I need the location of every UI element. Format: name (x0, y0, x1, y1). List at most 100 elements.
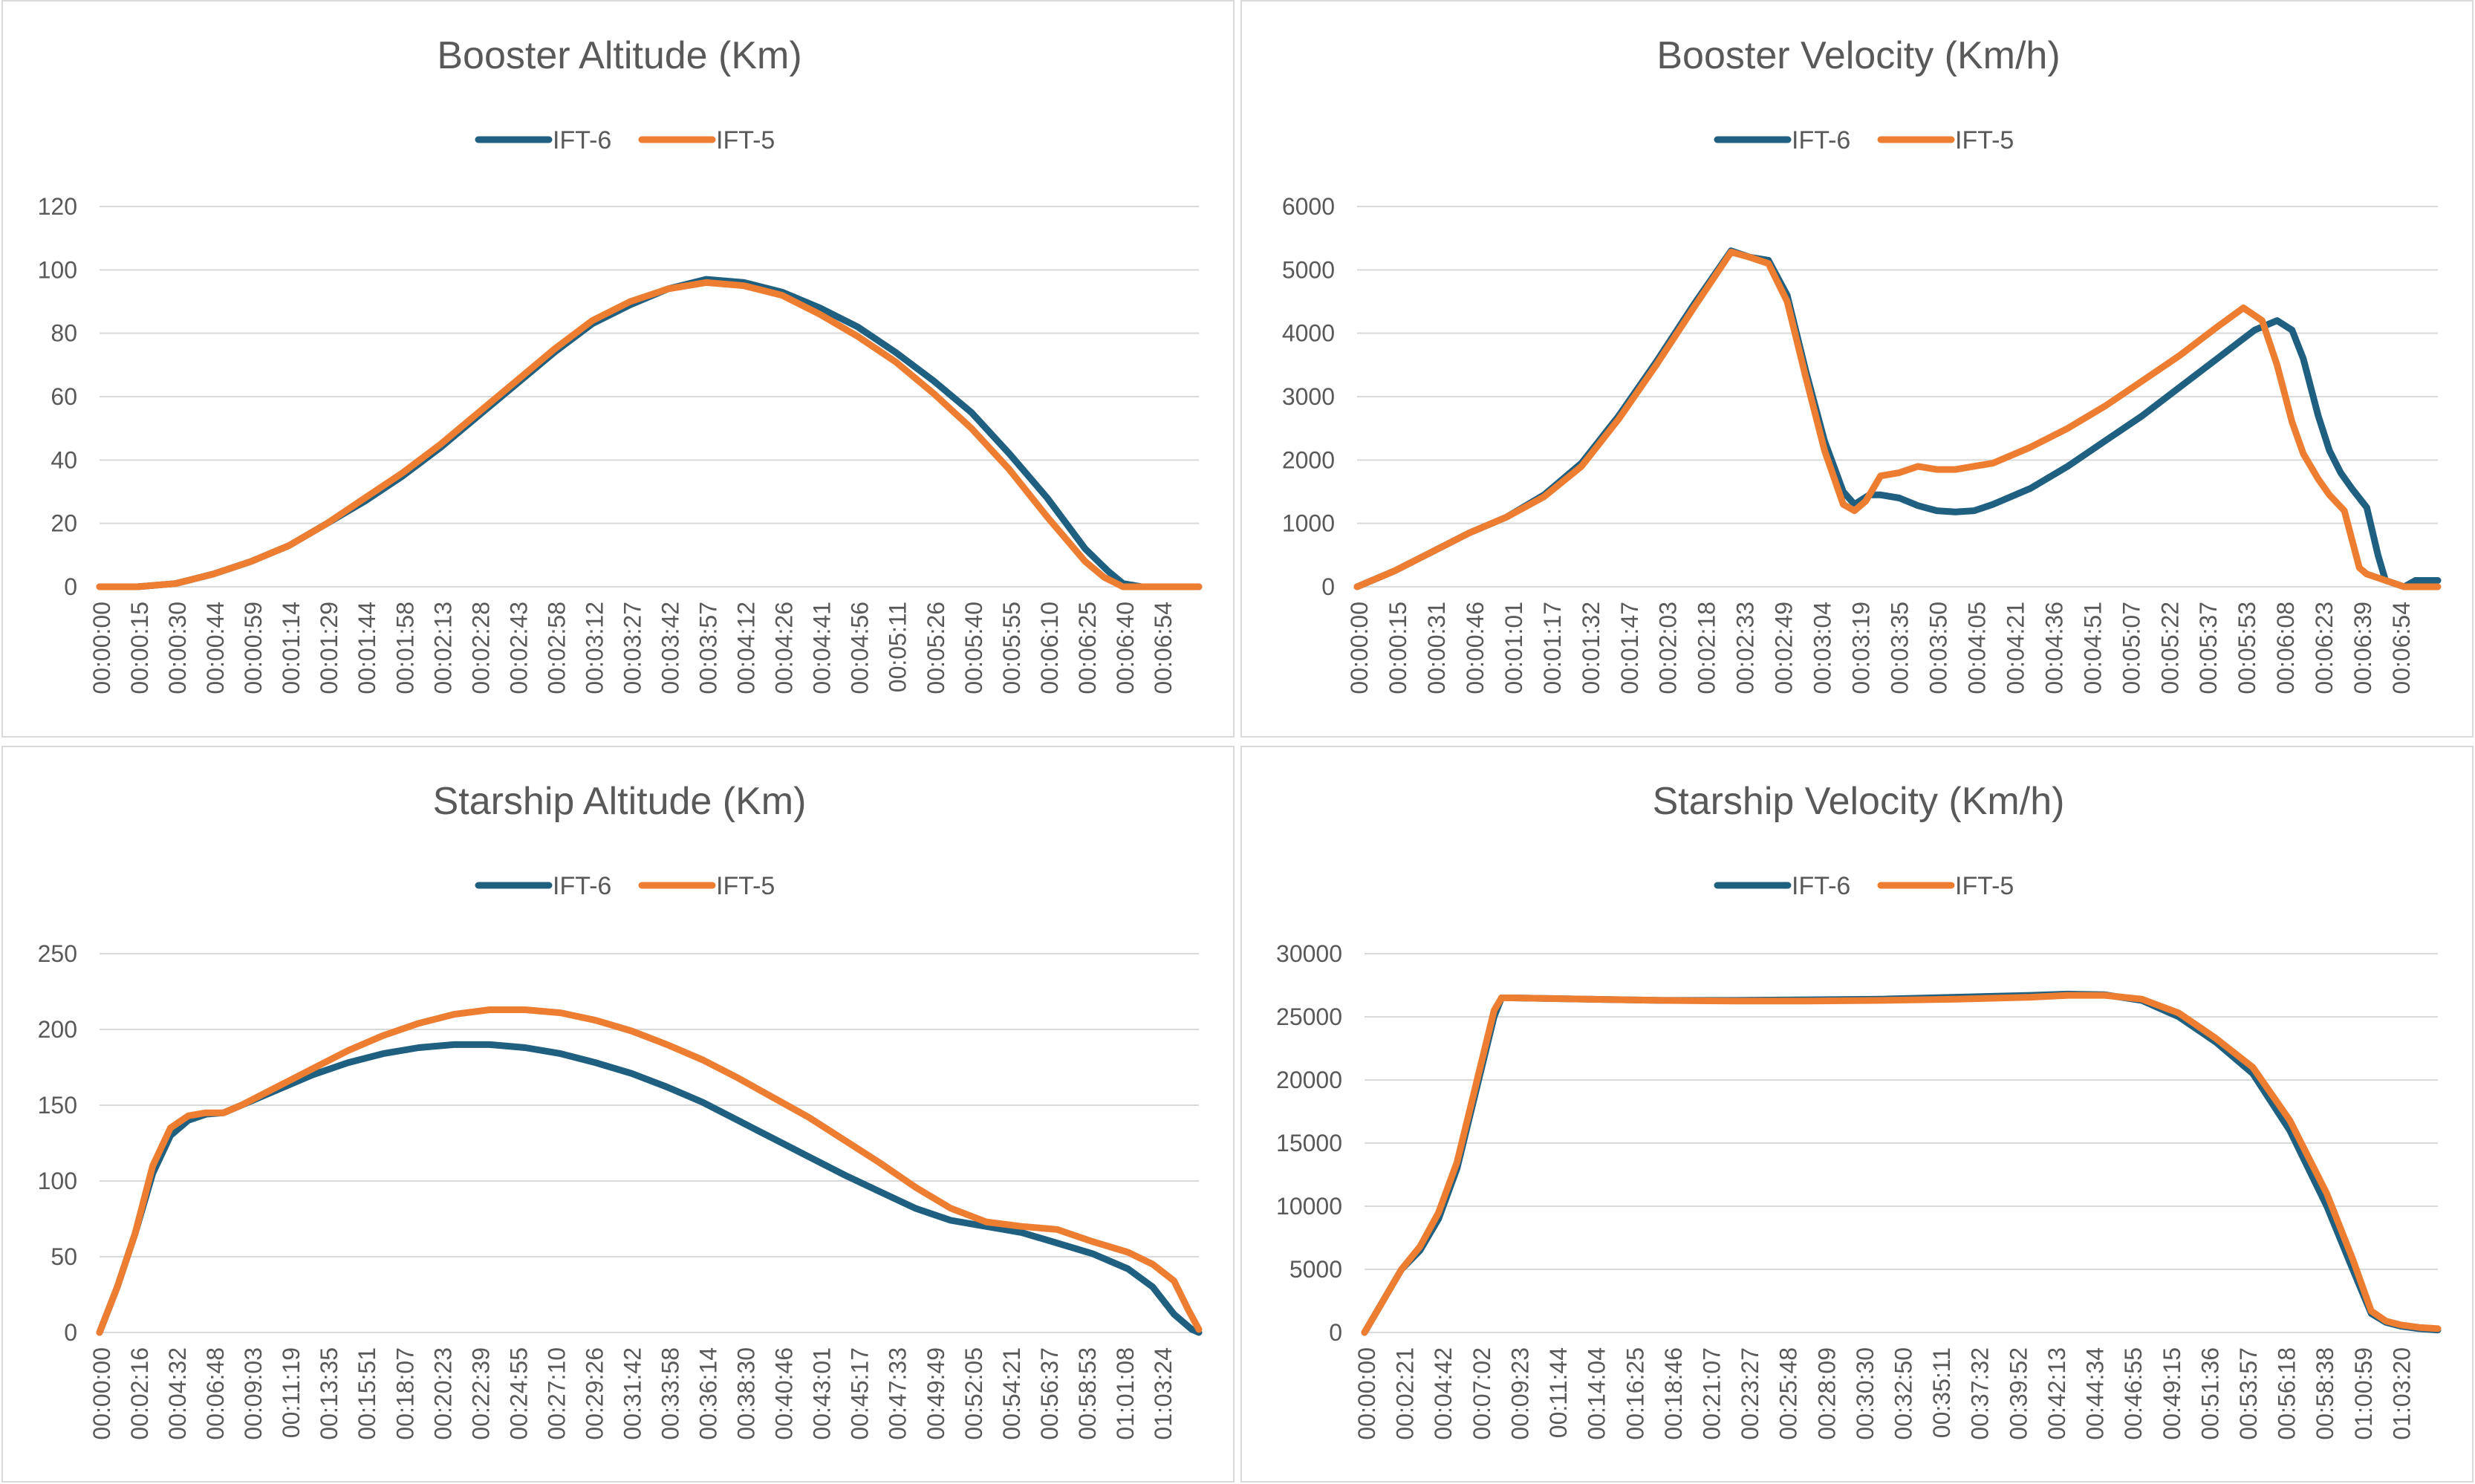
x-tick-label: 00:05:40 (960, 602, 987, 694)
legend-label: IFT-6 (553, 872, 611, 900)
x-tick-label: 00:03:35 (1887, 602, 1913, 694)
chart-title: Booster Altitude (Km) (437, 34, 801, 77)
series-line-ift-6 (1353, 247, 2442, 590)
y-tick-label: 250 (38, 940, 77, 967)
series-line-ift-5 (96, 1006, 1203, 1336)
y-tick-label: 20 (51, 510, 77, 537)
y-tick-label: 20000 (1276, 1067, 1342, 1093)
x-tick-label: 00:49:49 (923, 1347, 949, 1440)
x-tick-label: 00:30:30 (1852, 1347, 1879, 1440)
x-tick-label: 00:05:26 (923, 602, 949, 694)
x-tick-label: 00:01:44 (354, 602, 380, 694)
x-tick-label: 00:04:51 (2079, 602, 2106, 694)
x-tick-label: 00:00:15 (1385, 602, 1411, 694)
x-tick-label: 00:05:37 (2195, 602, 2222, 694)
x-tick-label: 00:04:56 (847, 602, 874, 694)
x-tick-label: 00:06:08 (2272, 602, 2299, 694)
chart-svg: Booster Velocity (Km/h) IFT-6 IFT-5 0 1000 20… (1282, 34, 2442, 694)
x-tick-label: 00:05:55 (998, 602, 1025, 694)
x-tick-label: 00:00:00 (88, 602, 115, 694)
x-tick-label: 00:29:26 (581, 1347, 608, 1440)
x-tick-label: 00:07:02 (1469, 1347, 1495, 1440)
x-tick-label: 00:04:12 (733, 602, 760, 694)
x-tick-label: 00:06:48 (202, 1347, 229, 1440)
chart-svg: Starship Velocity (Km/h) IFT-6 IFT-5 0 5000 1… (1276, 780, 2442, 1440)
x-tick-label: 00:06:40 (1112, 602, 1139, 694)
x-tick-label: 00:23:27 (1737, 1347, 1763, 1440)
y-tick-label: 150 (38, 1092, 77, 1119)
y-tick-label: 200 (38, 1016, 77, 1043)
y-tick-label: 40 (51, 446, 77, 473)
x-tick-label: 00:01:29 (316, 602, 342, 694)
legend-label: IFT-6 (1792, 126, 1850, 154)
x-tick-label: 00:16:25 (1622, 1347, 1648, 1440)
x-tick-label: 00:02:21 (1392, 1347, 1419, 1440)
legend-label: IFT-5 (716, 126, 775, 154)
x-tick-label: 01:03:24 (1150, 1347, 1177, 1440)
x-tick-label: 00:00:59 (240, 602, 267, 694)
x-tick-label: 00:31:42 (619, 1347, 645, 1440)
x-tick-label: 00:39:52 (2005, 1347, 2032, 1440)
chart-svg: Booster Altitude (Km) IFT-6 IFT-5 0 20 40 60 80… (38, 34, 1203, 694)
x-tick-label: 00:35:11 (1928, 1347, 1955, 1438)
y-tick-label: 50 (51, 1243, 77, 1270)
x-tick-label: 00:56:18 (2274, 1347, 2300, 1440)
x-tick-label: 00:05:22 (2156, 602, 2183, 694)
series-line-ift-6 (96, 1041, 1203, 1336)
x-tick-label: 00:03:42 (657, 602, 684, 694)
x-tick-label: 00:06:54 (1150, 602, 1177, 694)
x-tick-label: 00:03:19 (1848, 602, 1875, 694)
x-tick-label: 00:03:04 (1809, 602, 1836, 694)
x-tick-label: 00:38:30 (733, 1347, 760, 1440)
y-tick-label: 60 (51, 383, 77, 410)
x-tick-label: 00:01:47 (1616, 602, 1643, 694)
x-tick-label: 00:37:32 (1967, 1347, 1994, 1440)
x-tick-label: 00:00:00 (88, 1347, 115, 1440)
legend: IFT-6 IFT-5 (1714, 872, 2014, 900)
x-tick-label: 00:00:15 (126, 602, 153, 694)
x-tick-label: 00:47:33 (885, 1347, 911, 1440)
y-tick-label: 4000 (1282, 320, 1335, 347)
x-tick-label: 01:01:08 (1112, 1347, 1139, 1440)
x-tick-label: 00:02:58 (543, 602, 570, 694)
y-tick-label: 10000 (1276, 1193, 1342, 1220)
x-tick-label: 00:02:13 (429, 602, 456, 694)
x-tick-label: 00:00:00 (1346, 602, 1373, 694)
legend-label: IFT-5 (716, 872, 775, 900)
x-tick-label: 00:58:53 (1074, 1347, 1101, 1440)
legend: IFT-6 IFT-5 (1714, 126, 2014, 154)
x-tick-label: 00:01:32 (1578, 602, 1604, 694)
y-tick-label: 6000 (1282, 193, 1335, 220)
y-tick-label: 0 (1321, 573, 1335, 600)
x-tick-label: 00:00:30 (164, 602, 191, 694)
x-tick-label: 00:05:11 (885, 602, 911, 692)
x-tick-label: 00:03:27 (619, 602, 645, 694)
x-tick-label: 00:02:33 (1732, 602, 1759, 694)
series-line-ift-6 (96, 276, 1203, 590)
x-tick-label: 00:25:48 (1775, 1347, 1802, 1440)
x-tick-label: 00:01:14 (278, 602, 305, 694)
y-tick-label: 1000 (1282, 510, 1335, 537)
y-tick-label: 0 (1329, 1319, 1342, 1346)
x-tick-label: 00:46:55 (2120, 1347, 2147, 1440)
x-tick-label: 00:40:46 (771, 1347, 798, 1440)
x-tick-label: 00:44:34 (2082, 1347, 2109, 1440)
series-line-ift-5 (96, 279, 1203, 590)
legend-label: IFT-6 (1792, 872, 1850, 900)
x-tick-label: 00:00:31 (1423, 602, 1450, 694)
x-tick-label: 00:01:01 (1500, 602, 1527, 694)
x-tick-label: 00:04:41 (809, 602, 836, 694)
x-tick-label: 00:21:07 (1698, 1347, 1725, 1440)
x-tick-label: 00:15:51 (354, 1347, 380, 1440)
y-tick-label: 5000 (1282, 256, 1335, 283)
chart-starship-altitude: Starship Altitude (Km) IFT-6 IFT-5 0 50 100 15… (1, 746, 1235, 1483)
x-tick-label: 00:24:55 (505, 1347, 532, 1440)
legend-label: IFT-5 (1955, 872, 2014, 900)
x-tick-label: 00:20:23 (429, 1347, 456, 1440)
x-tick-label: 00:09:23 (1506, 1347, 1533, 1440)
x-tick-label: 00:11:44 (1545, 1347, 1572, 1438)
legend: IFT-6 IFT-5 (475, 126, 775, 154)
x-tick-label: 00:33:58 (657, 1347, 684, 1440)
x-tick-label: 00:53:57 (2235, 1347, 2262, 1440)
x-tick-label: 00:56:37 (1036, 1347, 1063, 1440)
